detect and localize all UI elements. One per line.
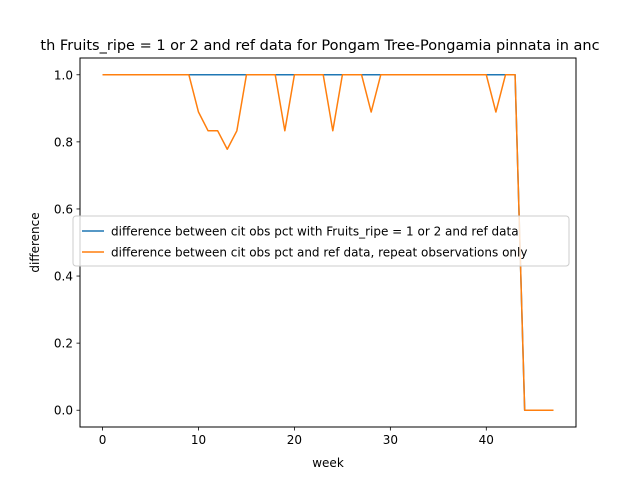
y-tick-label: 0.0 <box>54 404 73 418</box>
chart-title: th Fruits_ripe = 1 or 2 and ref data for… <box>40 38 599 54</box>
x-tick-label: 40 <box>479 433 494 447</box>
y-ticks: 0.0 0.2 0.4 0.6 0.8 1.0 <box>54 68 80 418</box>
y-tick-label: 1.0 <box>54 68 73 82</box>
legend-label-series-1: difference between cit obs pct with Frui… <box>111 225 519 239</box>
x-tick-label: 20 <box>287 433 302 447</box>
legend: difference between cit obs pct with Frui… <box>72 215 570 267</box>
series-line-2 <box>102 74 554 411</box>
series-layer <box>102 74 554 411</box>
x-ticks: 0 10 20 30 40 <box>99 427 494 447</box>
x-tick-label: 0 <box>99 433 107 447</box>
legend-label-series-2: difference between cit obs pct and ref d… <box>111 246 527 260</box>
y-tick-label: 0.6 <box>54 202 73 216</box>
y-tick-label: 0.4 <box>54 270 73 284</box>
x-tick-label: 30 <box>383 433 398 447</box>
y-tick-label: 0.2 <box>54 337 73 351</box>
x-tick-label: 10 <box>191 433 206 447</box>
y-axis-label: difference <box>28 212 42 272</box>
legend-box <box>72 215 570 267</box>
x-axis-label: week <box>312 456 344 470</box>
y-tick-label: 0.8 <box>54 135 73 149</box>
